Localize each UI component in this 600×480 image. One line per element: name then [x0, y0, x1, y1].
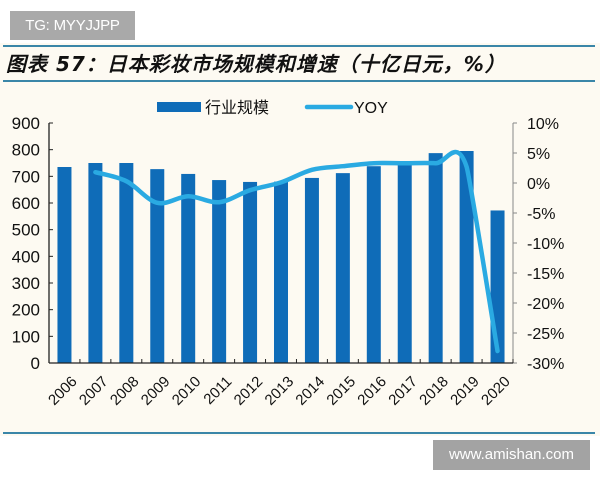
left-tick-label: 400 — [12, 247, 40, 266]
x-tick-label: 2007 — [76, 373, 112, 409]
x-tick-label: 2012 — [231, 373, 267, 409]
bar-2013 — [274, 181, 288, 363]
right-tick-label: 0% — [527, 176, 550, 193]
left-tick-label: 200 — [12, 301, 40, 320]
left-tick-label: 500 — [12, 221, 40, 240]
right-tick-label: -10% — [527, 236, 564, 253]
x-tick-label: 2019 — [447, 373, 483, 409]
legend-bar-swatch — [157, 102, 201, 112]
yoy-line — [93, 149, 500, 354]
left-tick-label: 600 — [12, 194, 40, 213]
right-tick-label: -25% — [527, 326, 564, 343]
bar-2018 — [428, 153, 443, 363]
x-tick-label: 2011 — [200, 373, 235, 408]
left-tick-label: 700 — [12, 167, 40, 186]
left-tick-label: 100 — [12, 327, 40, 346]
bar-2015 — [335, 173, 350, 363]
x-tick-label: 2008 — [107, 373, 143, 409]
left-tick-label: 800 — [12, 141, 40, 160]
bottom-rule — [3, 432, 595, 434]
x-tick-label: 2015 — [323, 373, 359, 409]
watermark-top: TG: MYYJJPP — [10, 11, 135, 40]
left-tick-label: 900 — [12, 114, 40, 133]
bar-2007 — [88, 163, 103, 363]
top-rule — [3, 45, 595, 47]
right-tick-label: -15% — [527, 266, 564, 283]
x-tick-label: 2018 — [416, 373, 452, 409]
bar-2017 — [397, 162, 412, 363]
bar-2008 — [119, 163, 134, 363]
figure-title: 图表 57：日本彩妆市场规模和增速（十亿日元，%） — [6, 52, 506, 76]
right-tick-label: -30% — [527, 356, 564, 373]
x-tick-label: 2010 — [169, 373, 205, 409]
bar-2010 — [181, 173, 196, 363]
bar-2011 — [212, 180, 227, 363]
bar-2016 — [366, 166, 381, 363]
x-tick-label: 2020 — [478, 373, 514, 409]
x-tick-label: 2014 — [292, 373, 328, 409]
bar-2009 — [150, 169, 165, 363]
bar-2019 — [459, 151, 474, 363]
bar-2014 — [304, 177, 319, 363]
title-rule — [3, 80, 595, 82]
chart: 0 100 200 300 400 500 600 700 800 900 -30% -25% -20%… — [12, 98, 565, 409]
right-tick-label: 5% — [527, 146, 550, 163]
left-tick-label: 300 — [12, 274, 40, 293]
right-tick-label: -5% — [527, 206, 555, 223]
x-tick-label: 2009 — [138, 373, 174, 409]
legend-bar-label: 行业规模 — [205, 98, 269, 117]
left-tick-label: 0 — [31, 354, 40, 373]
bar-2006 — [57, 167, 72, 363]
bar-2012 — [243, 181, 258, 363]
legend-line-label: YOY — [354, 100, 388, 117]
x-tick-label: 2006 — [45, 373, 81, 409]
right-tick-label: 10% — [527, 116, 559, 133]
watermark-bottom: www.amishan.com — [433, 440, 590, 470]
right-tick-label: -20% — [527, 296, 564, 313]
x-tick-label: 2013 — [262, 373, 298, 409]
x-tick-label: 2017 — [385, 373, 421, 409]
x-tick-label: 2016 — [354, 373, 390, 409]
